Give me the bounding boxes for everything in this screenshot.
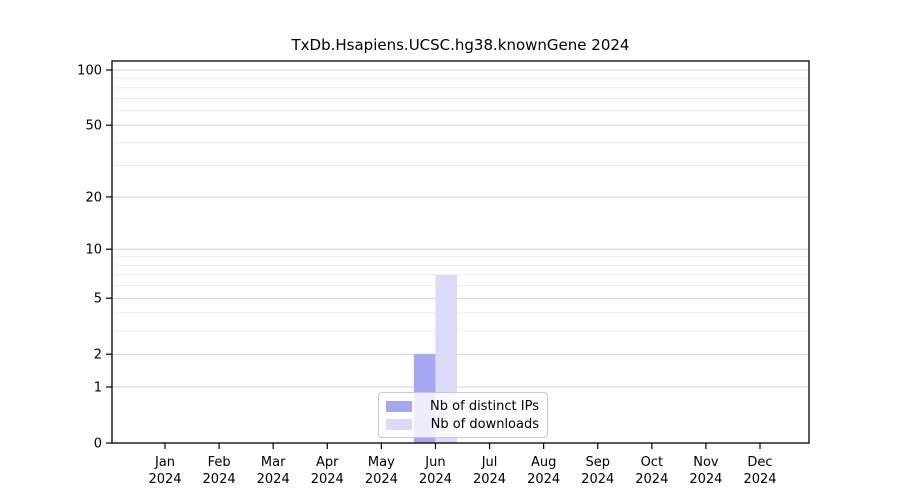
x-tick-label-year: 2024	[203, 472, 236, 487]
x-tick-label-year: 2024	[581, 472, 614, 487]
legend: Nb of distinct IPs Nb of downloads	[378, 392, 548, 438]
y-tick-label: 2	[94, 348, 102, 363]
x-tick-label-month: Apr	[316, 455, 339, 470]
y-tick-label: 0	[94, 437, 102, 452]
x-tick-label-month: Oct	[641, 455, 663, 470]
x-tick-label-month: Jan	[154, 455, 175, 470]
x-tick-label-year: 2024	[743, 472, 776, 487]
x-tick-label-month: Feb	[208, 455, 231, 470]
x-tick-label-month: Nov	[693, 455, 719, 470]
x-tick-label-year: 2024	[257, 472, 290, 487]
x-tick-label-year: 2024	[689, 472, 722, 487]
x-tick-label-month: Aug	[531, 455, 556, 470]
x-tick-label-month: Jul	[481, 455, 498, 470]
x-tick-label-year: 2024	[527, 472, 560, 487]
y-tick-label: 50	[85, 119, 102, 134]
y-tick-label: 10	[85, 243, 102, 258]
x-tick-label-month: Jun	[424, 455, 445, 470]
y-tick-label: 100	[77, 64, 102, 79]
legend-swatch-distinct-ips	[386, 400, 412, 412]
x-tick-label-year: 2024	[365, 472, 398, 487]
chart-title: TxDb.Hsapiens.UCSC.hg38.knownGene 2024	[291, 36, 630, 54]
legend-item-distinct-ips: Nb of distinct IPs	[386, 398, 539, 414]
x-tick-label-month: Dec	[747, 455, 772, 470]
legend-label-downloads: Nb of downloads	[430, 416, 539, 432]
y-tick-label: 1	[94, 380, 102, 395]
legend-label-distinct-ips: Nb of distinct IPs	[430, 398, 539, 414]
plot-frame	[111, 60, 810, 444]
x-tick-label-year: 2024	[635, 472, 668, 487]
y-tick-label: 5	[94, 292, 102, 307]
x-tick-label-year: 2024	[148, 472, 181, 487]
x-tick-label-month: Sep	[585, 455, 610, 470]
legend-item-downloads: Nb of downloads	[386, 416, 539, 432]
legend-swatch-downloads	[386, 418, 412, 430]
x-tick-label-year: 2024	[311, 472, 344, 487]
x-tick-label-year: 2024	[473, 472, 506, 487]
y-tick-label: 20	[85, 190, 102, 205]
x-tick-label-month: May	[368, 455, 395, 470]
x-tick-label-month: Mar	[261, 455, 286, 470]
x-tick-label-year: 2024	[419, 472, 452, 487]
